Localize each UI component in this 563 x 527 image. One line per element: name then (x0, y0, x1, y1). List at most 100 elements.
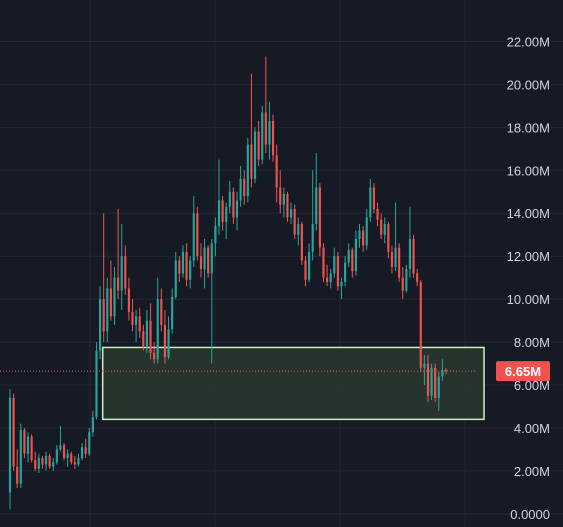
candle-body (365, 217, 368, 246)
candle-body (250, 144, 253, 179)
candle (55, 445, 58, 465)
candle (37, 453, 40, 474)
candle (178, 256, 181, 282)
candle (210, 239, 213, 364)
candle-body (344, 262, 347, 282)
candle-body (131, 312, 134, 325)
candle (275, 144, 278, 203)
candle (228, 181, 231, 214)
candle-body (109, 288, 112, 317)
candle (189, 256, 192, 289)
candle (217, 159, 221, 235)
candle (412, 234, 415, 278)
candle (167, 316, 170, 360)
candle-body (192, 213, 195, 261)
candle (117, 208, 120, 300)
candle-body (145, 320, 149, 347)
candle (419, 279, 422, 373)
candle (138, 307, 141, 338)
candle (416, 269, 419, 287)
candle-body (430, 367, 433, 396)
candle-body (153, 352, 156, 360)
candle (408, 206, 412, 278)
candle-body (398, 247, 401, 278)
candle (344, 256, 347, 287)
candle-body (405, 269, 408, 291)
candle-body (369, 187, 372, 218)
candle-body (44, 455, 48, 465)
candle (315, 153, 318, 231)
candle (246, 138, 249, 203)
candle-body (228, 191, 231, 207)
candle (12, 393, 15, 471)
candle (77, 453, 80, 467)
candle (390, 245, 394, 274)
candle-body (351, 249, 354, 272)
candle-body (106, 288, 109, 332)
candle-body (315, 187, 318, 224)
candle (192, 196, 195, 267)
candle (181, 245, 185, 278)
candle-body (304, 260, 307, 280)
candle (52, 458, 55, 471)
candle-body (156, 299, 159, 360)
candle (426, 354, 430, 403)
candle-body (73, 462, 76, 465)
candle-body (138, 316, 141, 332)
candle (171, 288, 174, 334)
candle (261, 105, 264, 164)
candle (394, 202, 397, 272)
y-tick-label: 10.00M (507, 292, 550, 307)
candle (163, 309, 167, 364)
candle (362, 226, 365, 252)
candle-body (275, 155, 278, 188)
candle-body (55, 449, 58, 463)
candle-body (52, 462, 55, 467)
candle (383, 217, 386, 244)
candle-body (289, 208, 293, 218)
candle (174, 251, 177, 300)
candle (318, 183, 321, 257)
candle-body (221, 200, 224, 222)
candle (26, 432, 30, 463)
candle-body (354, 239, 357, 272)
candle-body (441, 369, 444, 377)
candle-body (412, 239, 415, 274)
candle-body (117, 277, 120, 291)
candle (120, 223, 123, 310)
candle-body (178, 260, 181, 274)
candle (16, 449, 19, 489)
candle-body (437, 376, 440, 398)
candle (304, 256, 307, 287)
candle-body (113, 277, 116, 317)
y-tick-label: 18.00M (507, 120, 550, 135)
current-price-layer: 6.65M (0, 361, 550, 382)
candle-body (199, 256, 203, 270)
candle (354, 230, 357, 276)
candle-body (268, 120, 271, 145)
y-axis[interactable]: 0.0000 2.00M 4.00M 6.00M 8.00M 10.00M 12.00M 14… (507, 34, 550, 521)
candle (44, 451, 48, 471)
candle (311, 170, 314, 261)
candle-body (120, 256, 123, 291)
candle-body (408, 239, 412, 270)
candle (264, 56, 267, 154)
current-price-tag (496, 361, 550, 382)
candle-body (142, 331, 145, 347)
candle (106, 277, 109, 343)
candle-body (26, 436, 30, 454)
support-zone (101, 346, 485, 421)
candle-body (336, 256, 339, 287)
candle-body (243, 178, 246, 197)
candle (80, 442, 84, 461)
candle-body (239, 178, 242, 201)
y-tick-label: 6.00M (514, 378, 550, 393)
candle-body (282, 193, 285, 205)
candle-body (340, 281, 343, 287)
candle-body (387, 223, 390, 252)
candle-body (95, 350, 98, 418)
candle-body (62, 445, 66, 459)
